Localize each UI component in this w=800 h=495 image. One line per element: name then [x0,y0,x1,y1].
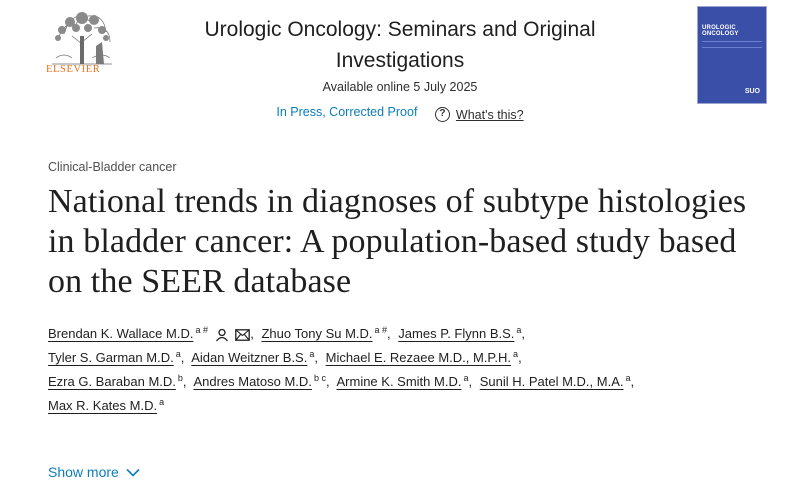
author-affiliation: b [177,372,183,383]
author-link[interactable]: Armine K. Smith M.D. a, [336,372,476,389]
author-separator: , [518,350,522,365]
author-name[interactable]: Sunil H. Patel M.D., M.A. [479,374,624,389]
elsevier-logo[interactable] [44,6,120,82]
author-name[interactable]: Ezra G. Baraban M.D. [48,374,176,389]
show-more-button[interactable]: Show more [48,464,140,480]
cover-badge: SUO [744,88,760,95]
author-name[interactable]: Michael E. Rezaee M.D., M.P.H. [325,350,512,365]
author-link[interactable]: Sunil H. Patel M.D., M.A. a, [479,372,638,389]
in-press-link[interactable]: In Press, Corrected Proof [276,105,418,119]
journal-title[interactable]: Urologic Oncology: Seminars and Original… [160,14,640,76]
author-separator: , [387,326,391,341]
author-separator: , [314,350,318,365]
author-affiliation: a [159,396,165,407]
author-name[interactable]: Tyler S. Garman M.D. [48,350,174,365]
whats-this-button[interactable]: ? What's this? [434,107,524,122]
question-icon: ? [434,107,450,122]
author-link[interactable]: James P. Flynn B.S. a, [398,324,529,341]
article-header: ELSEVIER Urologic Oncology: Seminars and… [0,0,800,135]
whats-this-label: What's this? [455,107,524,122]
author-link[interactable]: Andres Matoso M.D. b c, [193,372,333,389]
author-name[interactable]: Armine K. Smith M.D. [336,374,462,389]
cover-title: UROLOGIC ONCOLOGY [702,25,739,37]
email-icon[interactable] [235,328,251,341]
author-link[interactable]: Zhuo Tony Su M.D. a #, [261,324,394,341]
author-separator: , [250,326,254,341]
author-affiliation: a [513,348,519,359]
author-separator: , [468,374,473,389]
author-link[interactable]: Aidan Weitzner B.S. a, [191,348,322,365]
cover-divider [702,41,762,42]
author-affiliation: a [309,348,315,359]
author-name[interactable]: Brendan K. Wallace M.D. [48,326,194,341]
author-affiliation: a [175,348,181,359]
author-separator: , [630,374,635,389]
article-main: Clinical-Bladder cancer National trends … [48,160,768,418]
author-separator: , [180,350,185,365]
author-link[interactable]: Brendan K. Wallace M.D. a # , [48,324,261,342]
author-affiliation: a [516,324,522,335]
author-link[interactable]: Michael E. Rezaee M.D., M.P.H. a, [325,348,526,365]
person-icon[interactable] [215,328,229,342]
author-name[interactable]: Andres Matoso M.D. [193,374,312,389]
author-name[interactable]: Zhuo Tony Su M.D. [261,326,373,341]
author-separator: , [325,374,330,389]
chevron-down-icon [126,468,140,477]
available-online-date: Available online 5 July 2025 [322,80,478,94]
elsevier-wordmark: ELSEVIER [46,64,101,75]
author-affiliation: a [625,372,631,383]
status-row: In Press, Corrected Proof ? What's this? [160,105,640,122]
author-affiliation: a # [374,324,388,335]
journal-title-link[interactable]: Urologic Oncology: Seminars and Original… [204,18,596,72]
author-link[interactable]: Tyler S. Garman M.D. a, [48,348,188,365]
author-list: Brendan K. Wallace M.D. a # , Zhuo Tony S… [48,322,758,418]
author-name[interactable]: James P. Flynn B.S. [398,326,515,341]
journal-cover-image[interactable]: UROLOGIC ONCOLOGY SUO [697,6,767,104]
author-affiliation: b c [313,372,326,383]
cover-divider [702,47,762,48]
author-affiliation: a [463,372,469,383]
article-title: National trends in diagnoses of subtype … [48,183,747,300]
show-more-label: Show more [48,464,119,480]
author-separator: , [521,326,526,341]
author-link[interactable]: Max R. Kates M.D. a [48,396,165,413]
author-affiliation: a # [195,324,208,335]
author-name[interactable]: Max R. Kates M.D. [48,398,158,413]
author-name[interactable]: Aidan Weitzner B.S. [191,350,308,365]
author-link[interactable]: Ezra G. Baraban M.D. b, [48,372,191,389]
article-category: Clinical-Bladder cancer [48,160,177,174]
elsevier-tree-icon [44,6,120,66]
author-separator: , [182,374,187,389]
